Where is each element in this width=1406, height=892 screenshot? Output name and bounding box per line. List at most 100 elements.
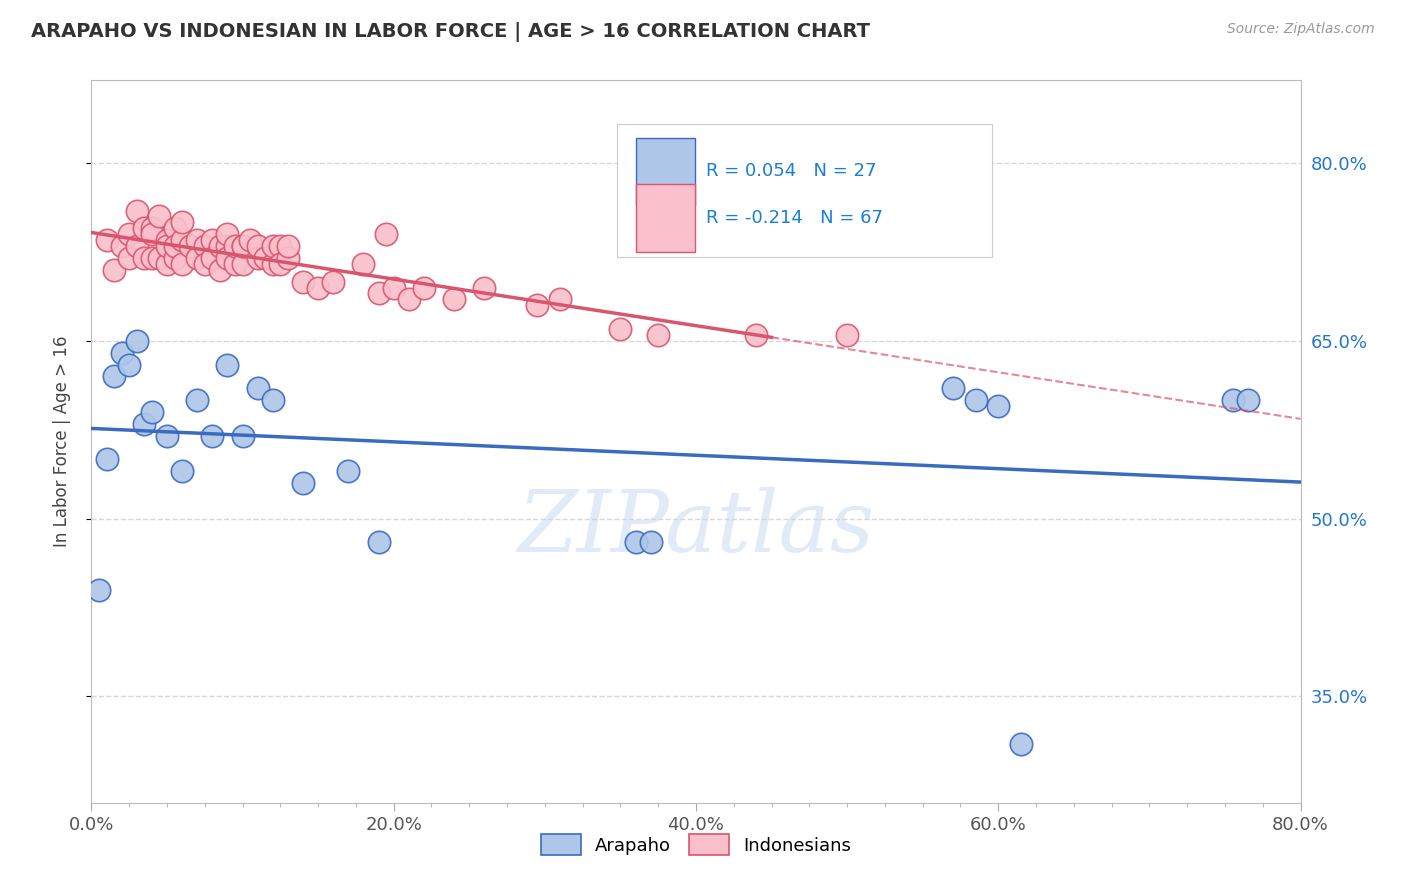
Point [337,464,360,478]
Point [246,251,269,265]
Point [103,262,125,277]
Y-axis label: In Labor Force | Age > 16: In Labor Force | Age > 16 [52,335,70,548]
Point [352,257,374,271]
Point [179,239,201,253]
Point [246,239,269,253]
Point [201,233,224,247]
Point [111,239,132,253]
Point [103,369,125,384]
Text: ZIPatlas: ZIPatlas [517,487,875,570]
Point [217,358,239,372]
Point [156,239,179,253]
Point [125,239,148,253]
Point [172,215,194,229]
Point [148,251,170,265]
Point [156,257,179,271]
Text: ARAPAHO VS INDONESIAN IN LABOR FORCE | AGE > 16 CORRELATION CHART: ARAPAHO VS INDONESIAN IN LABOR FORCE | A… [31,22,870,42]
Point [375,227,398,242]
Point [239,233,262,247]
Point [647,327,669,342]
Point [201,251,224,265]
Point [134,221,156,235]
Point [322,275,344,289]
Point [367,286,389,301]
Point [134,251,156,265]
Point [292,475,315,490]
Point [141,251,163,265]
Point [965,393,987,408]
Point [208,239,231,253]
Legend: Arapaho, Indonesians: Arapaho, Indonesians [534,827,858,863]
Point [194,257,217,271]
Point [277,251,299,265]
Point [292,275,315,289]
Point [231,428,253,442]
Point [163,239,186,253]
Point [367,535,389,549]
FancyBboxPatch shape [617,124,993,257]
Point [262,393,284,408]
Point [201,428,224,442]
Point [224,239,246,253]
Point [148,210,170,224]
Point [942,381,965,395]
Text: R = 0.054   N = 27: R = 0.054 N = 27 [706,162,876,180]
Point [141,227,163,242]
Point [163,221,186,235]
Point [141,405,163,419]
Point [217,251,239,265]
Point [186,251,208,265]
Point [609,322,631,336]
Point [382,280,405,294]
Point [186,233,208,247]
Point [398,293,420,307]
Point [172,257,194,271]
Point [987,399,1010,413]
Point [472,280,495,294]
Point [217,227,239,242]
Point [269,239,291,253]
Point [87,582,110,597]
Point [835,327,858,342]
Point [156,428,179,442]
Point [224,257,246,271]
Point [186,393,208,408]
Point [125,203,148,218]
Point [443,293,465,307]
FancyBboxPatch shape [636,137,695,205]
Point [141,221,163,235]
Point [208,262,231,277]
Point [96,452,118,467]
Point [172,233,194,247]
Point [262,239,284,253]
Point [640,535,662,549]
Point [526,298,548,312]
Point [246,381,269,395]
Point [118,227,141,242]
FancyBboxPatch shape [636,185,695,252]
Text: R = -0.214   N = 67: R = -0.214 N = 67 [706,210,883,227]
Point [277,239,299,253]
Point [156,233,179,247]
Point [194,239,217,253]
Point [745,327,768,342]
Point [231,257,253,271]
Point [262,257,284,271]
Point [231,239,253,253]
Point [307,280,329,294]
Point [172,464,194,478]
Point [548,293,571,307]
Point [125,334,148,348]
Point [269,257,291,271]
Point [254,251,277,265]
Point [134,417,156,431]
Point [217,239,239,253]
Point [118,358,141,372]
Point [118,251,141,265]
Point [1236,393,1258,408]
Point [231,239,253,253]
Point [413,280,436,294]
Point [1222,393,1244,408]
Point [163,251,186,265]
Point [96,233,118,247]
